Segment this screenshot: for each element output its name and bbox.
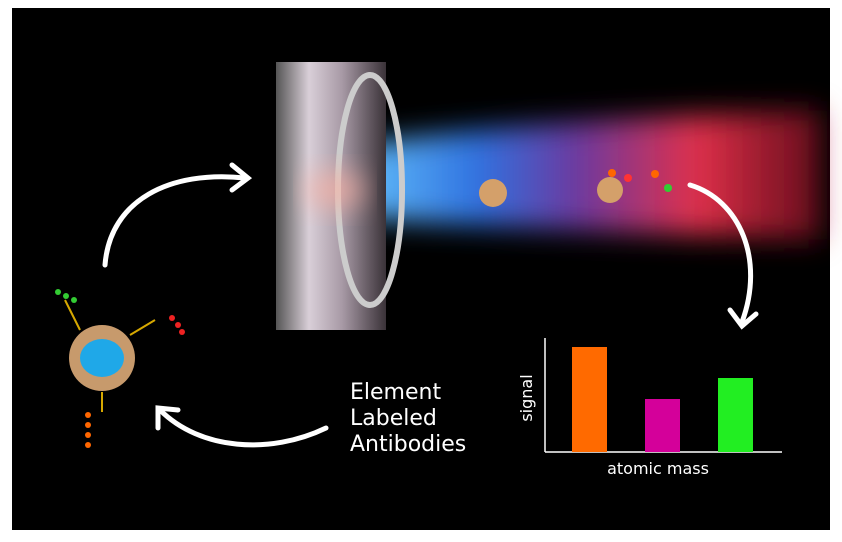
torch-glow: [305, 172, 365, 208]
nucleus: [80, 339, 124, 377]
bar: [645, 399, 680, 452]
x-axis-label: atomic mass: [607, 459, 709, 478]
cell: [597, 177, 623, 203]
label-line: Element: [350, 380, 441, 405]
label-line: Antibodies: [350, 432, 466, 457]
cell: [479, 179, 507, 207]
label-line: Labeled: [350, 406, 437, 431]
y-axis-label: signal: [517, 374, 536, 421]
illustration: Element Labeled Antibodies signal atomic…: [0, 0, 842, 542]
bar: [718, 378, 753, 452]
bar: [572, 347, 607, 452]
